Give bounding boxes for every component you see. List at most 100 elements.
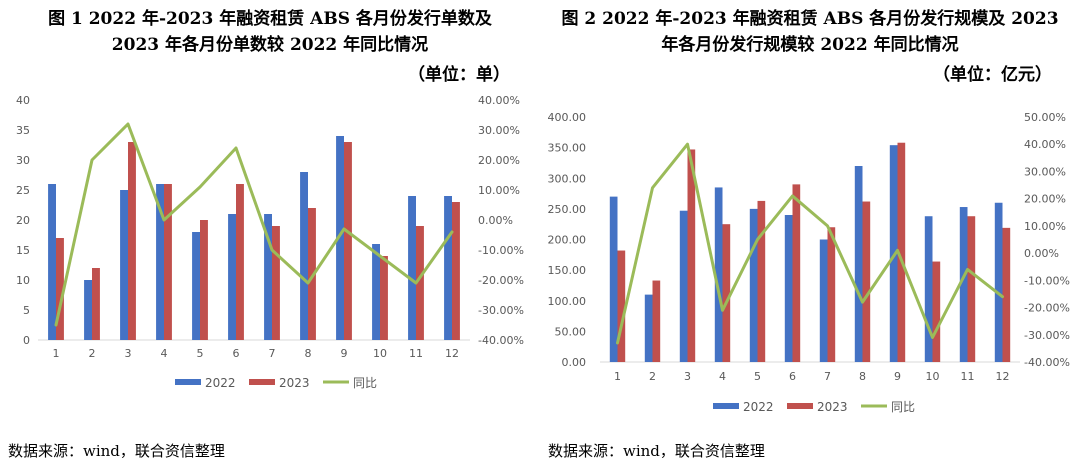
bar-2022-8	[854, 166, 863, 362]
y-right-tick-label: 40.00%	[478, 94, 520, 107]
x-tick-label: 10	[373, 347, 387, 360]
y-left-tick-label: 0	[23, 334, 30, 347]
chart-title-2-line2: 年各月份发行规模较 2022 年同比情况	[661, 35, 959, 55]
y-right-tick-label: 20.00%	[478, 154, 520, 167]
x-tick-label: 11	[961, 370, 975, 383]
x-tick-label: 5	[754, 370, 761, 383]
legend-swatch-2023	[787, 403, 813, 409]
legend-label: 2023	[279, 376, 310, 390]
x-tick-label: 2	[649, 370, 656, 383]
bar-2023-5	[200, 220, 208, 340]
y-right-tick-label: 30.00%	[1024, 165, 1066, 178]
bar-2022-6	[228, 214, 236, 340]
y-right-tick-label: 10.00%	[1024, 220, 1066, 233]
y-left-tick-label: 400.00	[548, 111, 587, 124]
bar-2022-5	[749, 208, 758, 362]
y-left-tick-label: 35	[16, 124, 30, 137]
y-right-tick-label: -20.00%	[1024, 302, 1070, 315]
bar-2023-12	[452, 202, 460, 340]
chart-2-svg: 0.00 50.00 100.00 150.00 200.00 250.00 300.00 3…	[548, 111, 1070, 414]
bar-2022-12	[994, 202, 1003, 362]
x-tick-label: 8	[859, 370, 866, 383]
y-right-tick-label: 30.00%	[478, 124, 520, 137]
bar-2022-1	[48, 184, 56, 340]
y-left-tick-label: 5	[23, 304, 30, 317]
bar-2022-5	[192, 232, 200, 340]
bar-2023-6	[236, 184, 244, 340]
chart-1-svg: 0510152025303540-40.00%-30.00%-20.00%-10…	[16, 94, 524, 390]
bar-2022-10	[372, 244, 380, 340]
y-right-tick-label: 50.00%	[1024, 111, 1066, 124]
bar-2022-3	[679, 210, 688, 362]
bar-2023-5	[757, 200, 766, 362]
legend-label: 同比	[353, 376, 377, 390]
bar-2023-9	[344, 142, 352, 340]
bar-2022-9	[336, 136, 344, 340]
legend-swatch-2022	[713, 403, 739, 409]
bar-2023-11	[416, 226, 424, 340]
x-tick-label: 1	[53, 347, 60, 360]
y-right-tick-label: 0.00%	[478, 214, 513, 227]
bar-2023-1	[56, 238, 64, 340]
bar-2022-12	[444, 196, 452, 340]
bar-2023-10	[380, 256, 388, 340]
y-right-tick-label: 10.00%	[478, 184, 520, 197]
bar-2022-7	[264, 214, 272, 340]
bar-2022-4	[156, 184, 164, 340]
legend-label: 2022	[743, 400, 774, 414]
x-tick-label: 5	[197, 347, 204, 360]
bar-2023-7	[827, 227, 836, 362]
x-tick-label: 4	[719, 370, 726, 383]
chart-unit-2: （单位：亿元）	[933, 65, 1052, 85]
bar-2023-9	[897, 142, 906, 362]
y-left-tick-label: 0.00	[562, 356, 587, 369]
chart-title-1: 图 1 2022 年-2023 年融资租赁 ABS 各月份发行单数及 2023 …	[0, 6, 540, 58]
y-left-tick-label: 150.00	[548, 264, 587, 277]
y-right-tick-label: -10.00%	[1024, 274, 1070, 287]
y-left-tick-label: 250.00	[548, 203, 587, 216]
chart-panel-2: 图 2 2022 年-2023 年融资租赁 ABS 各月份发行规模及 2023 …	[540, 0, 1080, 472]
bar-2023-11	[967, 216, 976, 362]
chart-source-2: 数据来源：wind，联合资信整理	[548, 442, 765, 460]
bar-2023-12	[1002, 227, 1011, 362]
y-right-tick-label: -40.00%	[478, 334, 524, 347]
chart-unit-1: （单位：单）	[408, 65, 510, 85]
y-left-tick-label: 300.00	[548, 172, 587, 185]
y-left-tick-label: 20	[16, 214, 30, 227]
y-left-tick-label: 350.00	[548, 142, 587, 155]
x-tick-label: 7	[269, 347, 276, 360]
y-right-tick-label: -40.00%	[1024, 356, 1070, 369]
x-tick-label: 9	[341, 347, 348, 360]
x-tick-label: 6	[233, 347, 240, 360]
chart-title-1-line1: 图 1 2022 年-2023 年融资租赁 ABS 各月份发行单数及	[48, 9, 492, 29]
chart-title-2: 图 2 2022 年-2023 年融资租赁 ABS 各月份发行规模及 2023 …	[540, 6, 1080, 58]
bar-2022-3	[120, 190, 128, 340]
line-series-同比	[54, 122, 454, 327]
bar-2022-10	[924, 216, 933, 362]
x-tick-label: 12	[996, 370, 1010, 383]
y-left-tick-label: 25	[16, 184, 30, 197]
legend-label: 同比	[891, 400, 915, 414]
bar-2023-6	[792, 184, 801, 362]
bar-2022-8	[300, 172, 308, 340]
bar-2023-8	[308, 208, 316, 340]
y-right-tick-label: -30.00%	[478, 304, 524, 317]
x-tick-label: 9	[894, 370, 901, 383]
x-tick-label: 3	[684, 370, 691, 383]
x-tick-label: 3	[125, 347, 132, 360]
x-tick-label: 12	[445, 347, 459, 360]
bar-2023-3	[687, 149, 696, 362]
y-left-tick-label: 200.00	[548, 234, 587, 247]
x-tick-label: 8	[305, 347, 312, 360]
bar-2023-3	[128, 142, 136, 340]
chart-legend: 2022 2023 同比	[175, 376, 377, 390]
x-tick-label: 10	[926, 370, 940, 383]
chart-source-1: 数据来源：wind，联合资信整理	[8, 442, 225, 460]
y-left-tick-label: 50.00	[555, 325, 587, 338]
y-left-tick-label: 30	[16, 154, 30, 167]
bar-2022-6	[784, 215, 793, 362]
y-right-tick-label: -30.00%	[1024, 329, 1070, 342]
x-tick-label: 4	[161, 347, 168, 360]
bar-2022-11	[959, 207, 968, 362]
bar-2023-2	[652, 280, 661, 362]
